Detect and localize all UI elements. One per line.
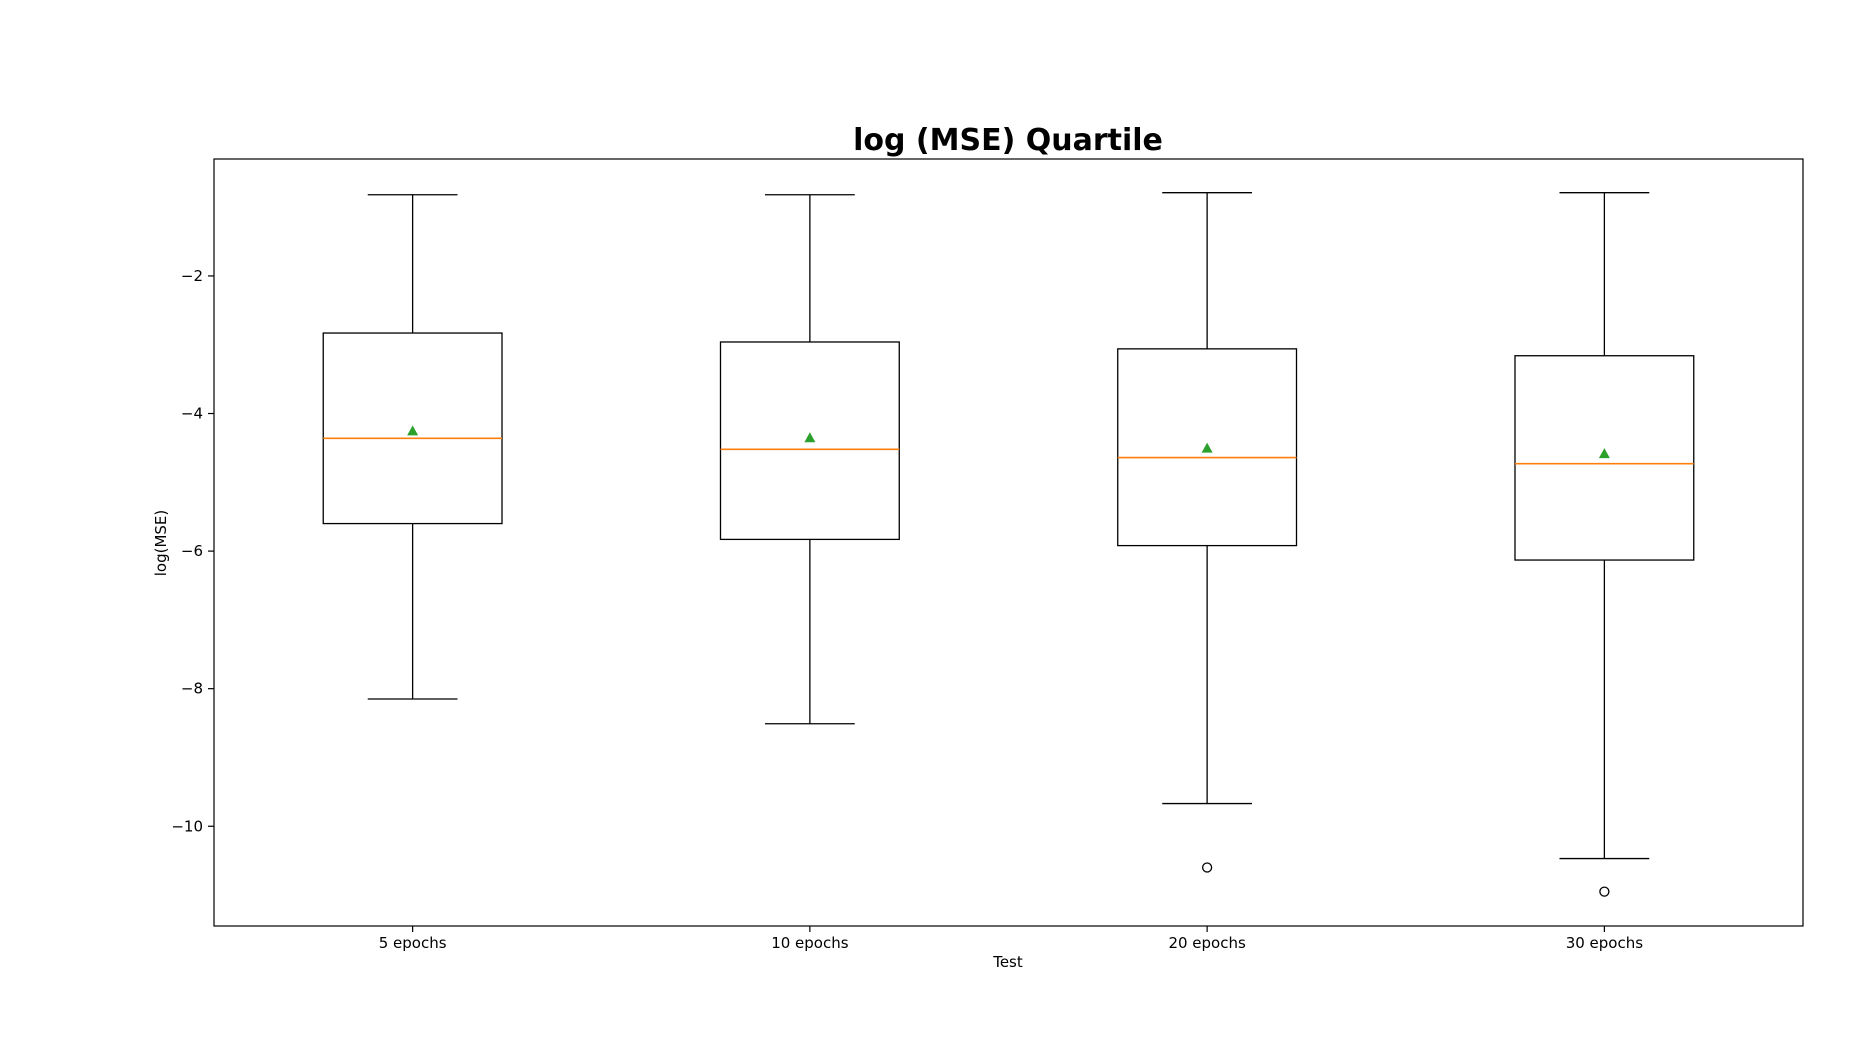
x-axis-label: Test [992, 953, 1023, 971]
y-tick-label: −2 [181, 267, 203, 285]
boxes-layer [322, 192, 1695, 897]
x-tick-label: 10 epochs [771, 934, 849, 952]
mean-marker [1201, 442, 1213, 453]
iqr-box [1514, 355, 1695, 561]
y-axis: −2 −4 −6 −8 −10 [171, 267, 214, 835]
chart-title: log (MSE) Quartile [853, 123, 1163, 158]
x-tick-label: 20 epochs [1168, 934, 1246, 952]
iqr-box [719, 341, 900, 541]
outlier-point [1599, 886, 1610, 897]
y-tick-label: −8 [181, 680, 203, 698]
mean-marker [407, 425, 419, 436]
outlier-point [1201, 862, 1213, 873]
iqr-box [1117, 348, 1298, 547]
y-tick-label: −4 [181, 405, 203, 423]
iqr-box [322, 332, 503, 525]
x-tick-label: 5 epochs [379, 934, 447, 952]
box-group [719, 194, 900, 725]
mean-marker [804, 432, 816, 443]
y-tick-label: −6 [181, 542, 203, 560]
y-axis-label: log(MSE) [152, 510, 170, 577]
plot-area-frame [213, 158, 1804, 927]
y-tick-label: −10 [171, 817, 203, 835]
box-group [322, 194, 503, 700]
box-group [1117, 192, 1298, 873]
box-group [1514, 192, 1695, 897]
x-tick-label: 30 epochs [1566, 934, 1644, 952]
x-axis: 5 epochs 10 epochs 20 epochs 30 epochs [379, 926, 1644, 952]
mean-marker [1598, 448, 1610, 459]
